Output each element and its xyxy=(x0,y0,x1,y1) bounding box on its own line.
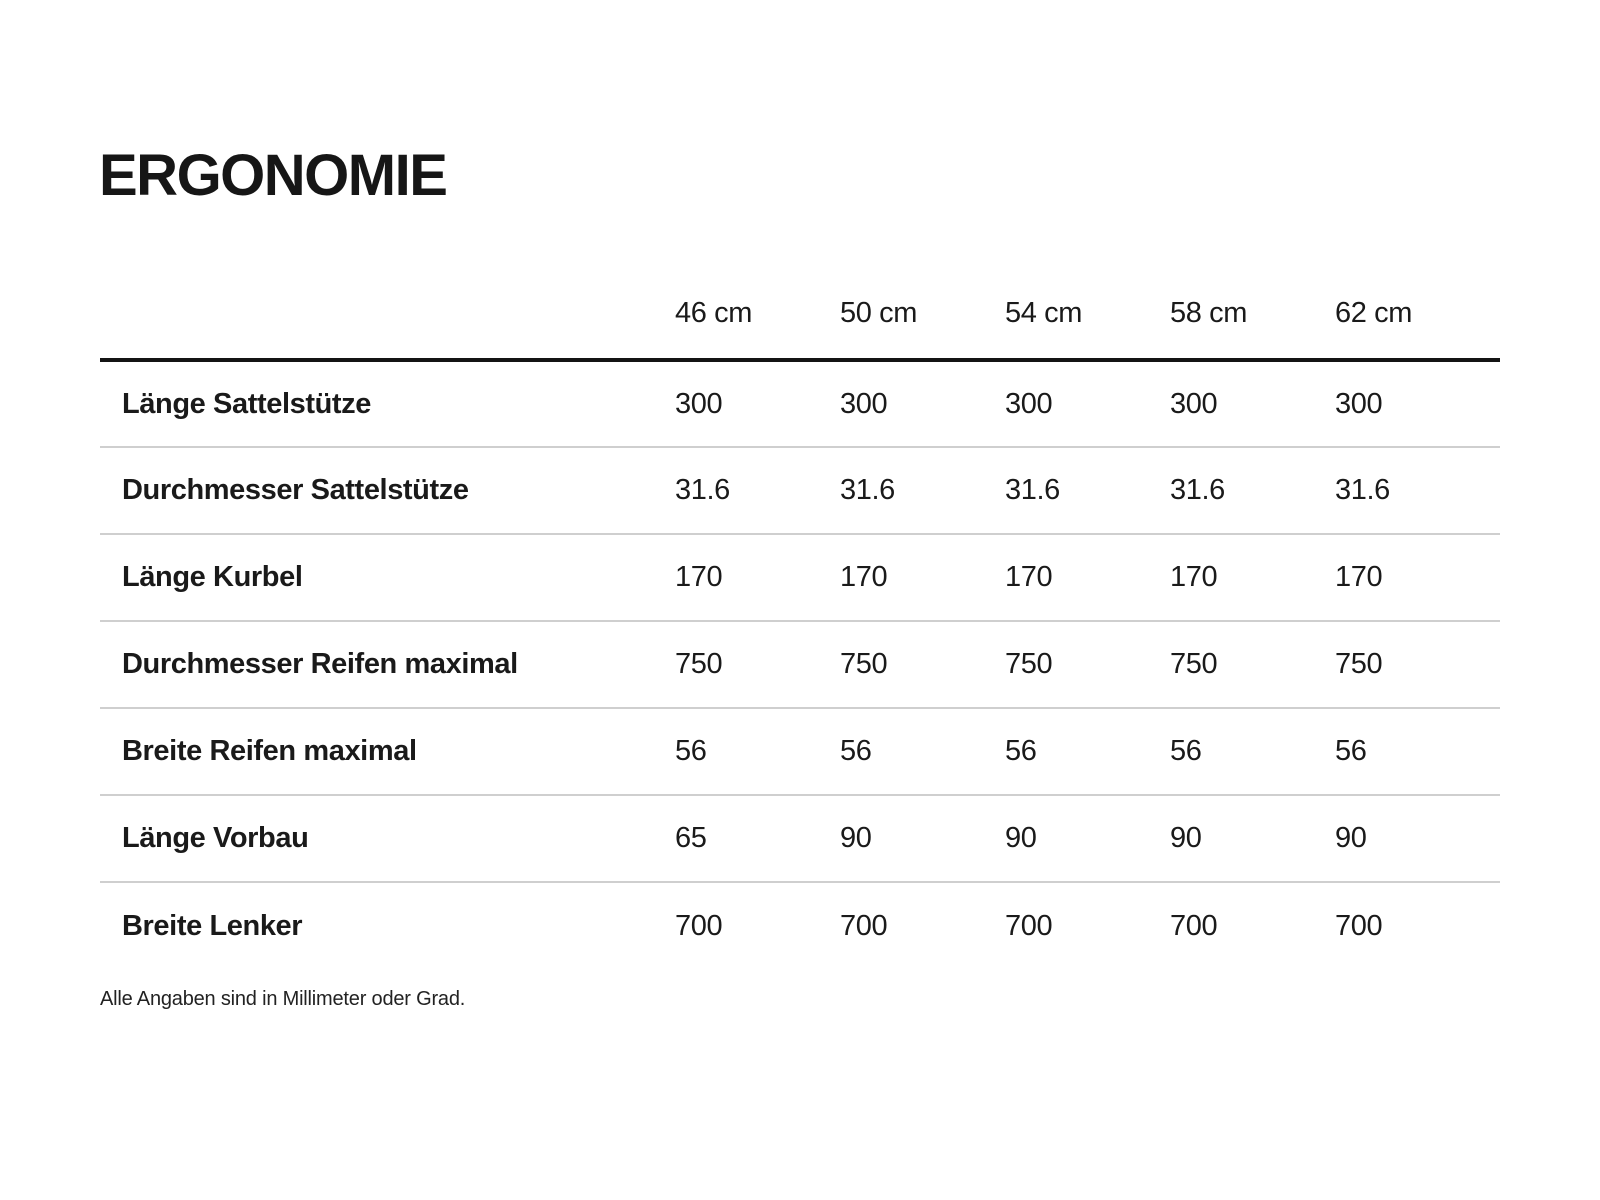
spec-value-cell: 90 xyxy=(1335,822,1367,854)
header-corner-cell xyxy=(100,268,675,360)
table-body: Länge Sattelstütze 300 300 300 300 300 Durchme… xyxy=(100,360,1500,969)
spec-value-cell: 750 xyxy=(675,648,723,680)
ergonomie-table: 46 cm 50 cm 54 cm 58 cm 62 cm Länge Sattelst… xyxy=(100,268,1500,969)
spec-value-cell: 750 xyxy=(840,648,888,680)
spec-value-cell: 750 xyxy=(1170,648,1218,680)
row-label: Durchmesser Sattelstütze xyxy=(122,474,469,506)
row-label: Breite Lenker xyxy=(122,909,303,942)
spec-value-cell: 56 xyxy=(1170,735,1202,767)
spec-value-cell: 65 xyxy=(675,822,707,854)
table-row: Breite Lenker 700 700 700 700 700 xyxy=(100,882,1500,969)
column-header: 54 cm xyxy=(1005,296,1082,329)
spec-value-cell: 31.6 xyxy=(840,474,895,506)
spec-value-cell: 31.6 xyxy=(1005,474,1060,506)
spec-value-cell: 300 xyxy=(1170,387,1218,420)
spec-value-cell: 90 xyxy=(840,822,872,854)
table-row: Durchmesser Sattelstütze 31.6 31.6 31.6 31.6… xyxy=(100,447,1500,534)
spec-value-cell: 750 xyxy=(1335,648,1383,680)
spec-value-cell: 170 xyxy=(1170,561,1218,593)
spec-value-cell: 56 xyxy=(1005,735,1037,767)
spec-value-cell: 170 xyxy=(840,561,888,593)
table-row: Länge Sattelstütze 300 300 300 300 300 xyxy=(100,360,1500,447)
table-row: Breite Reifen maximal 56 56 56 56 56 xyxy=(100,708,1500,795)
spec-value-cell: 170 xyxy=(1005,561,1053,593)
spec-value-cell: 750 xyxy=(1005,648,1053,680)
column-header: 50 cm xyxy=(840,296,917,329)
page-title: ERGONOMIE xyxy=(99,143,448,208)
row-label: Durchmesser Reifen maximal xyxy=(122,648,518,680)
table-row: Durchmesser Reifen maximal 750 750 750 750 75… xyxy=(100,621,1500,708)
spec-value-cell: 31.6 xyxy=(1170,474,1225,506)
spec-value-cell: 56 xyxy=(840,735,872,767)
spec-value-cell: 31.6 xyxy=(1335,474,1390,506)
header-row: 46 cm 50 cm 54 cm 58 cm 62 cm xyxy=(100,268,1500,360)
spec-value-cell: 170 xyxy=(675,561,723,593)
spec-value-cell: 700 xyxy=(1170,909,1218,942)
spec-value-cell: 170 xyxy=(1335,561,1383,593)
spec-value-cell: 300 xyxy=(675,387,723,420)
spec-value-cell: 56 xyxy=(1335,735,1367,767)
spec-value-cell: 700 xyxy=(1335,909,1383,942)
spec-value-cell: 700 xyxy=(1005,909,1053,942)
column-header: 58 cm xyxy=(1170,296,1247,329)
spec-value-cell: 700 xyxy=(840,909,888,942)
row-label: Länge Vorbau xyxy=(122,822,309,854)
spec-value-cell: 31.6 xyxy=(675,474,730,506)
table-row: Länge Vorbau 65 90 90 90 90 xyxy=(100,795,1500,882)
spec-value-cell: 90 xyxy=(1005,822,1037,854)
row-label: Länge Sattelstütze xyxy=(122,387,372,420)
column-header: 62 cm xyxy=(1335,296,1412,329)
spec-value-cell: 300 xyxy=(1005,387,1053,420)
spec-value-cell: 300 xyxy=(840,387,888,420)
spec-value-cell: 56 xyxy=(675,735,707,767)
spec-value-cell: 300 xyxy=(1335,387,1383,420)
row-label: Länge Kurbel xyxy=(122,561,303,593)
row-label: Breite Reifen maximal xyxy=(122,735,417,767)
column-header: 46 cm xyxy=(675,296,752,329)
spec-value-cell: 700 xyxy=(675,909,723,942)
table-row: Länge Kurbel 170 170 170 170 170 xyxy=(100,534,1500,621)
units-footnote: Alle Angaben sind in Millimeter oder Gra… xyxy=(100,988,466,1010)
spec-value-cell: 90 xyxy=(1170,822,1202,854)
